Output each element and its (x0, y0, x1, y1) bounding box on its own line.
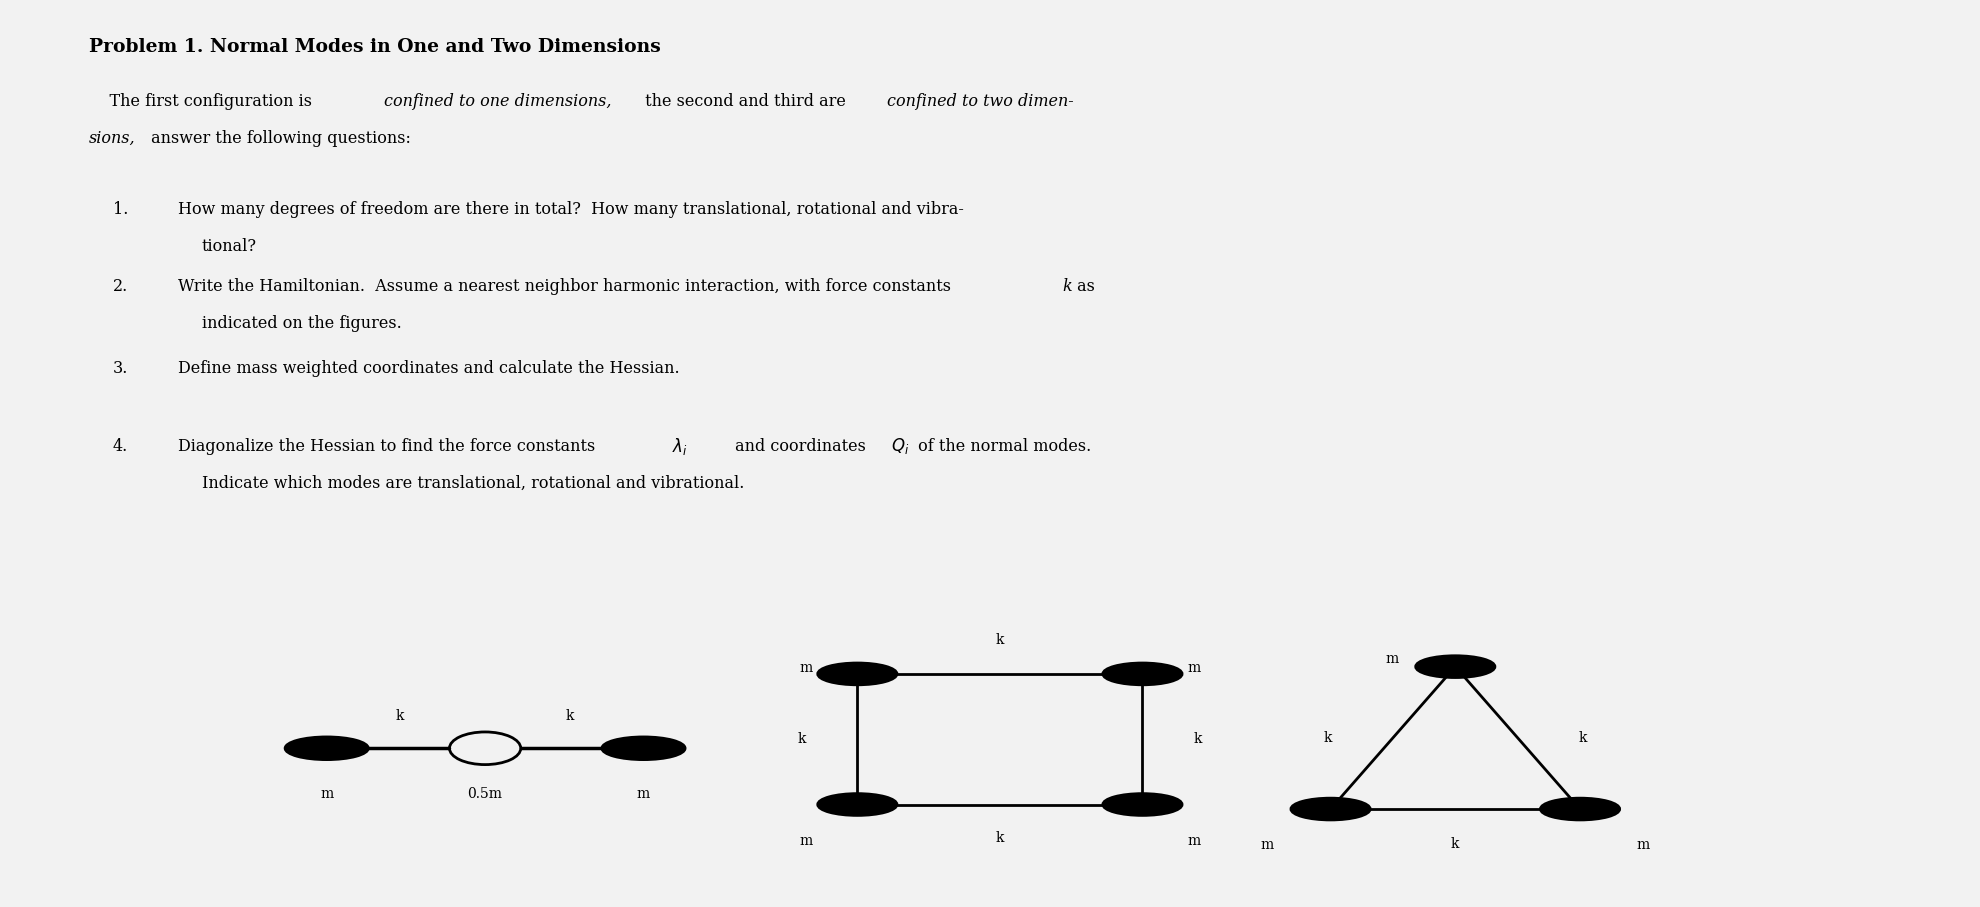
Text: k: k (1323, 731, 1333, 745)
Text: and coordinates: and coordinates (731, 438, 871, 455)
Text: the second and third are: the second and third are (640, 93, 851, 111)
Text: k: k (566, 708, 574, 723)
Text: as: as (1071, 278, 1095, 296)
Text: Define mass weighted coordinates and calculate the Hessian.: Define mass weighted coordinates and cal… (178, 360, 679, 377)
Text: m: m (638, 786, 649, 801)
Text: 2.: 2. (113, 278, 129, 296)
Text: k: k (996, 831, 1004, 845)
Ellipse shape (1291, 798, 1370, 820)
Text: tional?: tional? (202, 238, 257, 255)
Text: k: k (396, 708, 404, 723)
Text: k: k (1194, 732, 1202, 746)
Text: m: m (1188, 660, 1200, 675)
Text: The first configuration is: The first configuration is (89, 93, 317, 111)
Text: k: k (1578, 731, 1588, 745)
Text: Diagonalize the Hessian to find the force constants: Diagonalize the Hessian to find the forc… (178, 438, 600, 455)
Text: 3.: 3. (113, 360, 129, 377)
Text: m: m (800, 834, 812, 848)
Text: 0.5m: 0.5m (467, 786, 503, 801)
Text: m: m (321, 786, 333, 801)
Text: m: m (1637, 838, 1649, 853)
Text: k: k (1451, 836, 1459, 851)
Ellipse shape (1103, 794, 1182, 815)
Text: k: k (1061, 278, 1071, 296)
Text: answer the following questions:: answer the following questions: (147, 130, 412, 147)
Text: confined to two dimen-: confined to two dimen- (887, 93, 1073, 111)
Ellipse shape (285, 736, 368, 760)
Ellipse shape (818, 663, 897, 685)
Text: How many degrees of freedom are there in total?  How many translational, rotatio: How many degrees of freedom are there in… (178, 201, 964, 219)
Text: 1.: 1. (113, 201, 129, 219)
Ellipse shape (818, 794, 897, 815)
Text: m: m (1188, 834, 1200, 848)
Text: Problem 1. Normal Modes in One and Two Dimensions: Problem 1. Normal Modes in One and Two D… (89, 38, 661, 56)
Ellipse shape (1103, 663, 1182, 685)
Text: confined to one dimensions,: confined to one dimensions, (384, 93, 612, 111)
Text: $Q_i$: $Q_i$ (891, 436, 909, 456)
Text: k: k (798, 732, 806, 746)
Text: of the normal modes.: of the normal modes. (913, 438, 1091, 455)
Text: Write the Hamiltonian.  Assume a nearest neighbor harmonic interaction, with for: Write the Hamiltonian. Assume a nearest … (178, 278, 956, 296)
Ellipse shape (1416, 656, 1495, 678)
Text: m: m (1261, 838, 1273, 853)
Text: k: k (996, 633, 1004, 648)
Text: Indicate which modes are translational, rotational and vibrational.: Indicate which modes are translational, … (202, 474, 744, 492)
Ellipse shape (602, 736, 685, 760)
Text: m: m (800, 660, 812, 675)
Ellipse shape (1540, 798, 1620, 820)
Text: 4.: 4. (113, 438, 129, 455)
Text: indicated on the figures.: indicated on the figures. (202, 315, 402, 332)
Text: m: m (1386, 652, 1398, 667)
Text: sions,: sions, (89, 130, 137, 147)
Text: $\lambda_i$: $\lambda_i$ (673, 436, 689, 457)
